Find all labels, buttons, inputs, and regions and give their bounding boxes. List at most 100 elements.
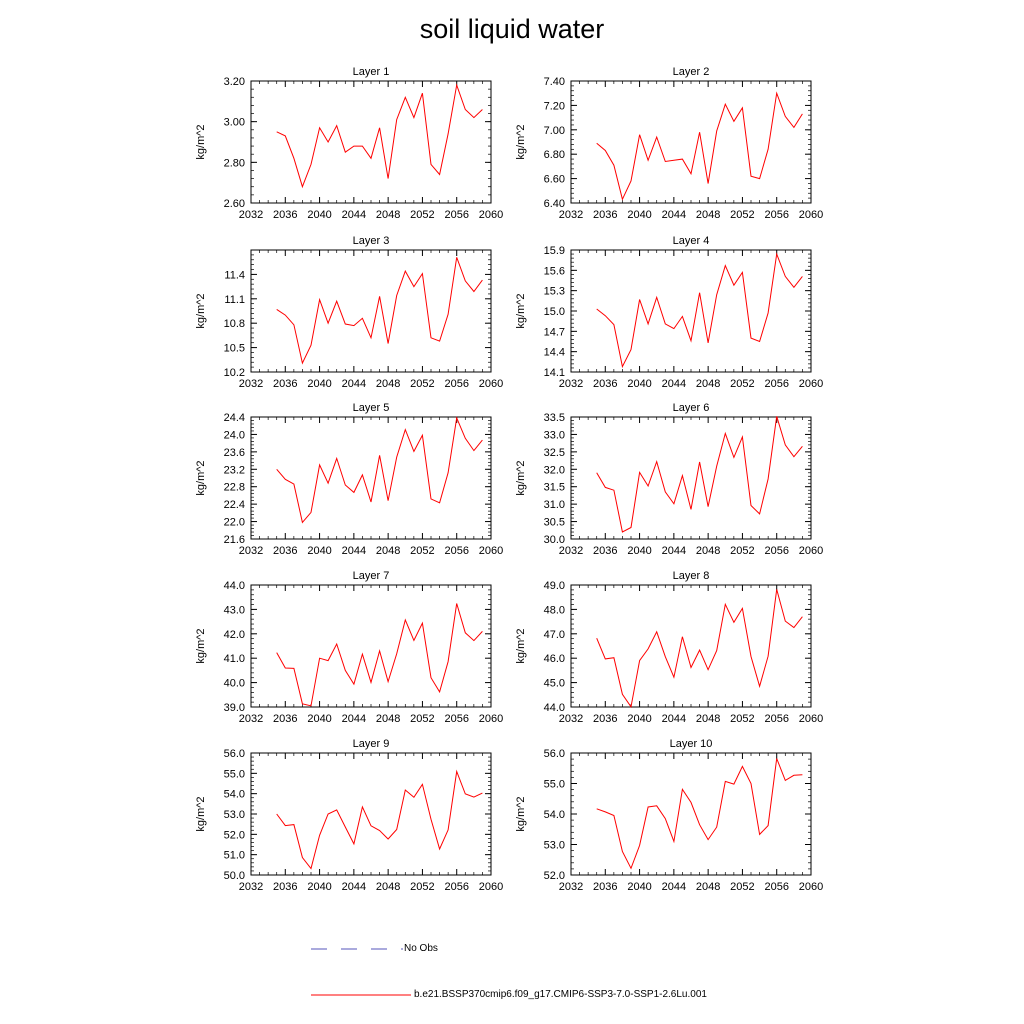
x-tick-label: 2040 xyxy=(627,545,651,557)
y-axis-label: kg/m^2 xyxy=(515,628,527,663)
y-tick-label: 22.0 xyxy=(224,517,245,529)
x-tick-label: 2056 xyxy=(764,881,788,893)
y-tick-label: 46.0 xyxy=(544,653,565,665)
x-tick-label: 2044 xyxy=(342,378,366,390)
y-tick-label: 11.4 xyxy=(224,269,245,281)
y-tick-label: 32.5 xyxy=(544,447,565,459)
panel-title: Layer 5 xyxy=(353,402,390,414)
x-tick-label: 2040 xyxy=(307,881,331,893)
y-tick-label: 31.5 xyxy=(544,482,565,494)
y-tick-label: 31.0 xyxy=(544,499,565,511)
x-tick-label: 2048 xyxy=(376,713,400,725)
x-tick-label: 2036 xyxy=(593,378,617,390)
y-axis-label: kg/m^2 xyxy=(515,293,527,328)
y-tick-label: 41.0 xyxy=(224,653,245,665)
y-tick-label: 24.0 xyxy=(224,429,245,441)
y-tick-label: 2.60 xyxy=(224,198,245,210)
x-tick-label: 2052 xyxy=(730,378,754,390)
series-line xyxy=(596,758,803,870)
y-axis-label: kg/m^2 xyxy=(195,628,207,663)
y-tick-label: 53.0 xyxy=(544,840,565,852)
x-tick-label: 2052 xyxy=(410,209,434,221)
y-tick-label: 33.5 xyxy=(544,412,565,424)
x-tick-label: 2060 xyxy=(799,545,823,557)
series-line xyxy=(276,83,483,189)
x-tick-label: 2056 xyxy=(444,209,468,221)
x-tick-label: 2048 xyxy=(696,378,720,390)
y-tick-label: 43.0 xyxy=(224,604,245,616)
plot-frame xyxy=(250,416,492,540)
series-line xyxy=(276,416,483,524)
panel-title: Layer 3 xyxy=(353,235,390,247)
y-tick-label: 49.0 xyxy=(544,580,565,592)
x-tick-label: 2052 xyxy=(410,881,434,893)
chart-panel: Layer 6 kg/m^2 2032 2036 2040 2044 2048 2052 205… xyxy=(515,402,823,557)
y-tick-label: 53.0 xyxy=(224,809,245,821)
y-tick-label: 3.00 xyxy=(224,117,245,129)
y-tick-label: 40.0 xyxy=(224,678,245,690)
x-tick-label: 2032 xyxy=(239,713,263,725)
x-tick-label: 2056 xyxy=(764,545,788,557)
figure-title: soil liquid water xyxy=(419,14,605,44)
y-tick-label: 14.7 xyxy=(544,326,565,338)
chart-panel: Layer 4 kg/m^2 2032 2036 2040 2044 2048 2052 205… xyxy=(515,235,823,390)
x-tick-label: 2056 xyxy=(764,209,788,221)
x-tick-label: 2060 xyxy=(479,209,503,221)
x-tick-label: 2056 xyxy=(764,713,788,725)
x-tick-label: 2036 xyxy=(273,378,297,390)
series-line xyxy=(596,589,803,709)
series-line xyxy=(596,91,803,201)
y-tick-label: 45.0 xyxy=(544,678,565,690)
series-line xyxy=(276,603,483,707)
x-tick-label: 2048 xyxy=(376,881,400,893)
x-tick-label: 2052 xyxy=(410,545,434,557)
x-tick-label: 2044 xyxy=(662,713,686,725)
x-tick-label: 2052 xyxy=(730,713,754,725)
x-tick-label: 2040 xyxy=(627,209,651,221)
y-tick-label: 6.40 xyxy=(544,198,565,210)
y-tick-label: 50.0 xyxy=(224,870,245,882)
y-tick-label: 52.0 xyxy=(544,870,565,882)
x-tick-label: 2040 xyxy=(307,713,331,725)
y-tick-label: 11.1 xyxy=(224,294,245,306)
y-tick-label: 6.80 xyxy=(544,149,565,161)
x-tick-label: 2060 xyxy=(479,545,503,557)
series-line xyxy=(596,252,803,369)
x-tick-label: 2060 xyxy=(799,378,823,390)
x-tick-label: 2040 xyxy=(307,209,331,221)
y-tick-label: 10.2 xyxy=(224,367,245,379)
x-tick-label: 2060 xyxy=(799,209,823,221)
x-tick-label: 2032 xyxy=(239,378,263,390)
x-tick-label: 2056 xyxy=(444,881,468,893)
x-tick-label: 2056 xyxy=(444,713,468,725)
x-tick-label: 2044 xyxy=(662,378,686,390)
panel-title: Layer 1 xyxy=(353,66,390,78)
y-tick-label: 15.9 xyxy=(544,245,565,257)
y-tick-label: 39.0 xyxy=(224,702,245,714)
y-tick-label: 30.5 xyxy=(544,517,565,529)
chart-panel: Layer 8 kg/m^2 2032 2036 2040 2044 2048 2052 205… xyxy=(515,570,823,725)
x-tick-label: 2056 xyxy=(444,378,468,390)
x-tick-label: 2048 xyxy=(696,209,720,221)
y-tick-label: 22.8 xyxy=(224,482,245,494)
x-tick-label: 2060 xyxy=(479,713,503,725)
plot-frame xyxy=(570,80,812,204)
y-tick-label: 7.20 xyxy=(544,100,565,112)
x-tick-label: 2060 xyxy=(799,881,823,893)
x-tick-label: 2032 xyxy=(559,209,583,221)
x-tick-label: 2032 xyxy=(559,545,583,557)
y-tick-label: 48.0 xyxy=(544,604,565,616)
x-tick-label: 2056 xyxy=(444,545,468,557)
x-tick-label: 2040 xyxy=(627,881,651,893)
y-tick-label: 21.6 xyxy=(224,534,245,546)
y-tick-label: 10.8 xyxy=(224,318,245,330)
x-tick-label: 2044 xyxy=(662,881,686,893)
panel-title: Layer 2 xyxy=(673,66,710,78)
chart-panel: Layer 2 kg/m^2 2032 2036 2040 2044 2048 2052 205… xyxy=(515,66,823,221)
legend-obs-label: No Obs xyxy=(404,943,438,954)
y-tick-label: 33.0 xyxy=(544,429,565,441)
x-tick-label: 2044 xyxy=(342,713,366,725)
legend-obs-line xyxy=(311,948,403,950)
y-tick-label: 23.2 xyxy=(224,464,245,476)
